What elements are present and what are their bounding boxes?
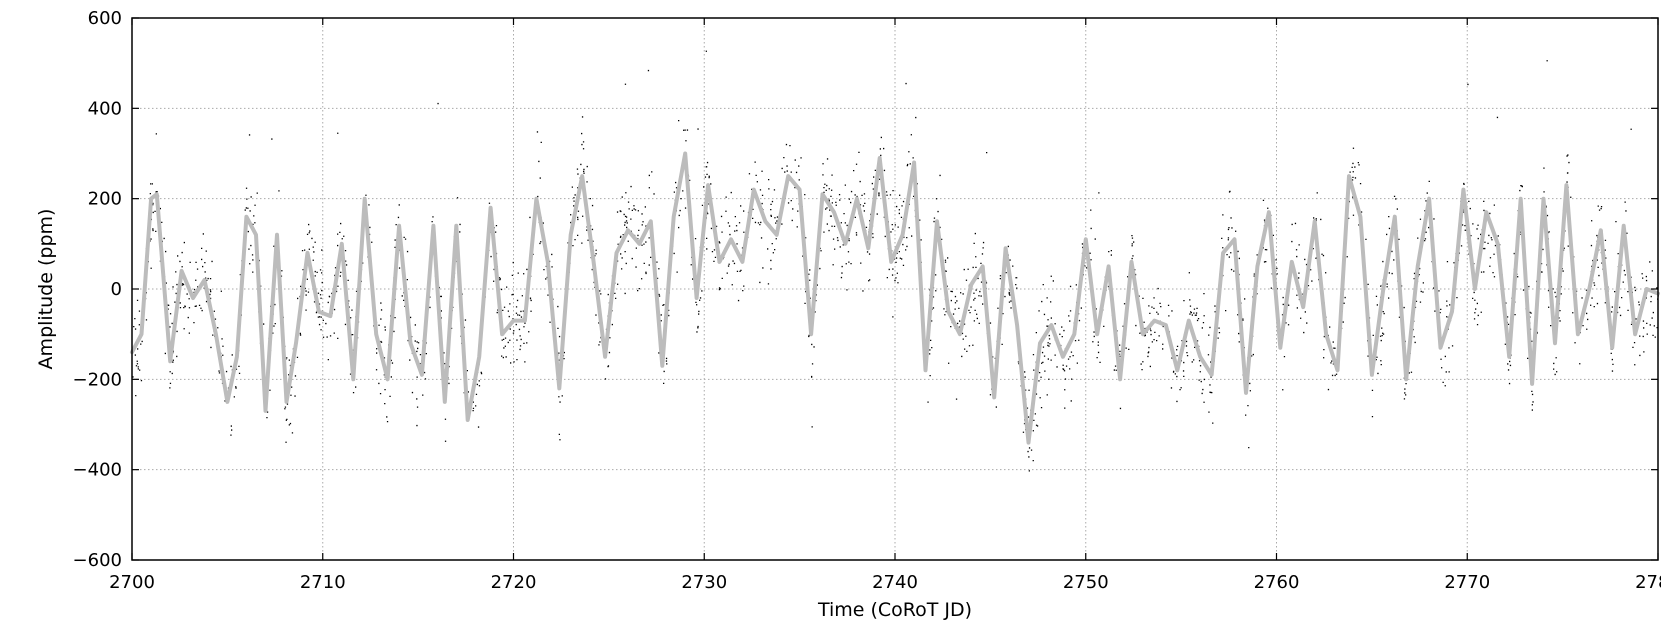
x-tick-label: 2740: [872, 572, 918, 593]
x-tick-label: 2730: [681, 572, 727, 593]
x-axis-label: Time (CoRoT JD): [817, 599, 972, 621]
y-axis-label: Amplitude (ppm): [35, 209, 57, 370]
y-tick-label: 600: [88, 8, 122, 29]
x-tick-label: 2780: [1635, 572, 1661, 593]
x-tick-label: 2770: [1444, 572, 1490, 593]
x-tick-label: 2760: [1254, 572, 1300, 593]
y-tick-label: −400: [73, 460, 122, 481]
x-tick-labels: 2700 2710 2720 2730 2740 2750 2760 2770 2780: [109, 572, 1661, 593]
y-tick-label: 200: [88, 189, 122, 210]
y-tick-label: 0: [111, 279, 122, 300]
y-tick-label: −600: [73, 550, 122, 571]
axis-ticks: [131, 17, 1659, 561]
x-tick-label: 2720: [491, 572, 537, 593]
x-tick-label: 2750: [1063, 572, 1109, 593]
smoothed-curve: [130, 151, 1660, 445]
y-tick-label: −200: [73, 369, 122, 390]
x-tick-label: 2700: [109, 572, 155, 593]
y-tick-labels: 600 400 200 0 −200 −400 −600: [73, 8, 122, 571]
y-tick-label: 400: [88, 98, 122, 119]
x-tick-label: 2710: [300, 572, 346, 593]
